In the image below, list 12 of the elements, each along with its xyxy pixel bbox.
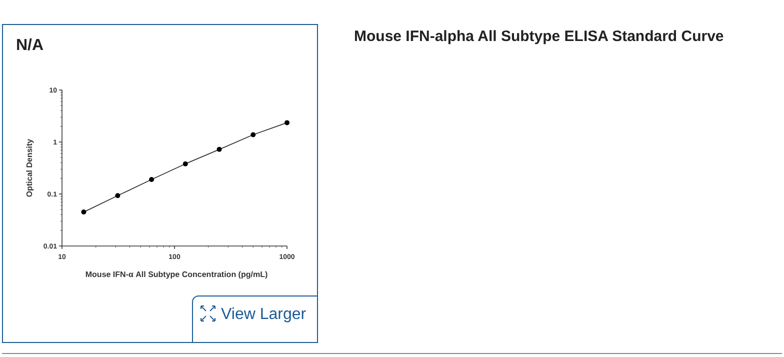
y-axis-title: Optical Density: [25, 138, 34, 198]
point: [149, 177, 154, 182]
point: [182, 161, 188, 166]
point: [81, 210, 86, 215]
text: View Larger: [221, 306, 307, 323]
point: [216, 146, 222, 152]
text: N/A: [16, 37, 44, 54]
point: [115, 193, 120, 198]
point: [284, 120, 290, 126]
text: Mouse IFN-alpha All Subtype ELISA Standard Curve: [354, 28, 724, 45]
point: [250, 132, 256, 138]
x-axis-title: Mouse IFN-α All Subtype Concentration (pg/mL): [85, 270, 268, 279]
